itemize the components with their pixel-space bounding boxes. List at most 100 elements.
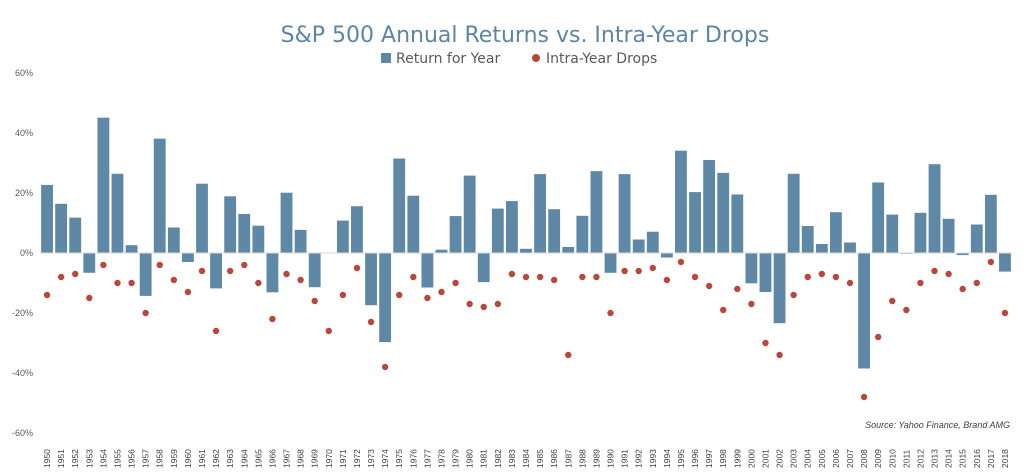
bars-return-for-year bbox=[41, 117, 1011, 369]
bar-1997 bbox=[703, 160, 716, 253]
bar-1964 bbox=[238, 214, 251, 253]
dot-2002 bbox=[776, 351, 783, 359]
dot-1971 bbox=[339, 291, 347, 299]
dot-1997 bbox=[705, 282, 713, 290]
bar-1953 bbox=[83, 253, 96, 273]
x-tick-label: 2016 bbox=[972, 449, 982, 468]
dot-1957 bbox=[142, 309, 149, 317]
bar-1951 bbox=[55, 203, 68, 253]
x-tick-label: 2011 bbox=[901, 449, 911, 468]
dot-1987 bbox=[565, 351, 572, 359]
dot-1950 bbox=[43, 291, 51, 299]
x-tick-label: 1981 bbox=[479, 449, 489, 468]
bar-1981 bbox=[477, 253, 490, 283]
x-tick-label: 1992 bbox=[634, 449, 644, 468]
bar-1968 bbox=[294, 229, 307, 253]
x-tick-label: 1998 bbox=[718, 449, 728, 468]
x-tick-label: 2001 bbox=[760, 449, 770, 468]
bar-2009 bbox=[872, 182, 885, 253]
bar-2016 bbox=[970, 224, 983, 253]
x-tick-label: 2018 bbox=[1000, 449, 1010, 468]
bar-1959 bbox=[167, 227, 180, 253]
dot-1952 bbox=[72, 270, 79, 278]
x-tick-label: 1986 bbox=[549, 449, 559, 468]
x-tick-label: 1973 bbox=[366, 449, 376, 468]
dot-1964 bbox=[241, 261, 248, 269]
dot-1956 bbox=[128, 279, 135, 287]
dot-1959 bbox=[170, 276, 178, 284]
bar-2017 bbox=[984, 194, 997, 253]
x-tick-label: 1997 bbox=[704, 449, 714, 468]
x-tick-label: 1953 bbox=[84, 449, 94, 468]
dot-1996 bbox=[691, 273, 699, 281]
bar-1994 bbox=[660, 253, 673, 258]
legend-swatch-drops bbox=[532, 54, 540, 62]
bar-2014 bbox=[942, 218, 955, 253]
bar-1971 bbox=[336, 220, 349, 253]
x-tick-label: 1964 bbox=[239, 449, 249, 468]
x-tick-label: 1996 bbox=[690, 449, 700, 468]
x-tick-label: 1951 bbox=[56, 449, 66, 468]
x-tick-label: 2005 bbox=[817, 449, 827, 468]
bar-1966 bbox=[266, 253, 279, 293]
dot-1973 bbox=[367, 318, 375, 326]
dot-1981 bbox=[480, 303, 487, 311]
dot-2004 bbox=[804, 273, 811, 281]
bar-2012 bbox=[914, 212, 927, 253]
dot-2013 bbox=[931, 267, 938, 275]
x-tick-label: 1966 bbox=[267, 449, 277, 468]
dot-1968 bbox=[297, 276, 304, 284]
x-tick-label: 1980 bbox=[465, 449, 475, 468]
x-tick-label: 1954 bbox=[98, 449, 108, 468]
bar-1969 bbox=[308, 253, 321, 288]
dot-1969 bbox=[311, 297, 318, 305]
dot-2016 bbox=[973, 279, 980, 287]
dot-1992 bbox=[635, 267, 642, 275]
dot-1958 bbox=[156, 261, 163, 269]
x-tick-label: 1995 bbox=[676, 449, 686, 468]
bar-2005 bbox=[815, 244, 828, 253]
x-tick-label: 1984 bbox=[521, 449, 531, 468]
dot-2018 bbox=[1001, 309, 1009, 317]
x-tick-label: 2003 bbox=[789, 449, 799, 468]
bar-1961 bbox=[196, 183, 208, 253]
bar-1996 bbox=[689, 192, 701, 253]
bar-1991 bbox=[618, 174, 631, 253]
bar-1999 bbox=[731, 194, 744, 253]
x-tick-label: 1978 bbox=[436, 449, 446, 468]
bar-1954 bbox=[97, 117, 110, 253]
bar-1979 bbox=[449, 216, 462, 253]
dot-2011 bbox=[903, 306, 910, 314]
y-tick-label: -20% bbox=[12, 308, 33, 318]
dot-2009 bbox=[874, 333, 882, 341]
dot-1982 bbox=[494, 300, 502, 308]
dot-1984 bbox=[522, 273, 530, 281]
y-tick-label: -60% bbox=[12, 428, 33, 438]
x-tick-label: 2006 bbox=[831, 449, 841, 468]
bar-1975 bbox=[393, 158, 406, 253]
dot-1977 bbox=[424, 294, 431, 302]
legend-swatch-return bbox=[381, 53, 391, 63]
x-tick-label: 1972 bbox=[352, 449, 362, 468]
dot-1961 bbox=[198, 267, 206, 275]
x-tick-label: 2004 bbox=[803, 449, 813, 468]
x-tick-label: 2014 bbox=[944, 449, 954, 468]
x-tick-label: 1975 bbox=[394, 449, 404, 468]
dot-1963 bbox=[226, 267, 234, 275]
bar-1950 bbox=[41, 184, 53, 253]
x-tick-label: 1994 bbox=[662, 449, 672, 468]
dot-2010 bbox=[889, 297, 896, 305]
dot-2001 bbox=[762, 339, 769, 347]
dot-1983 bbox=[508, 270, 516, 278]
dot-1954 bbox=[100, 261, 107, 269]
dot-1976 bbox=[410, 273, 417, 281]
dot-1979 bbox=[452, 279, 459, 287]
x-tick-label: 1965 bbox=[253, 449, 263, 468]
bar-2007 bbox=[844, 242, 856, 253]
bar-1985 bbox=[534, 174, 546, 253]
bar-1974 bbox=[379, 253, 392, 343]
dot-2008 bbox=[860, 393, 868, 401]
bar-1995 bbox=[675, 150, 687, 253]
bar-2010 bbox=[886, 214, 899, 253]
